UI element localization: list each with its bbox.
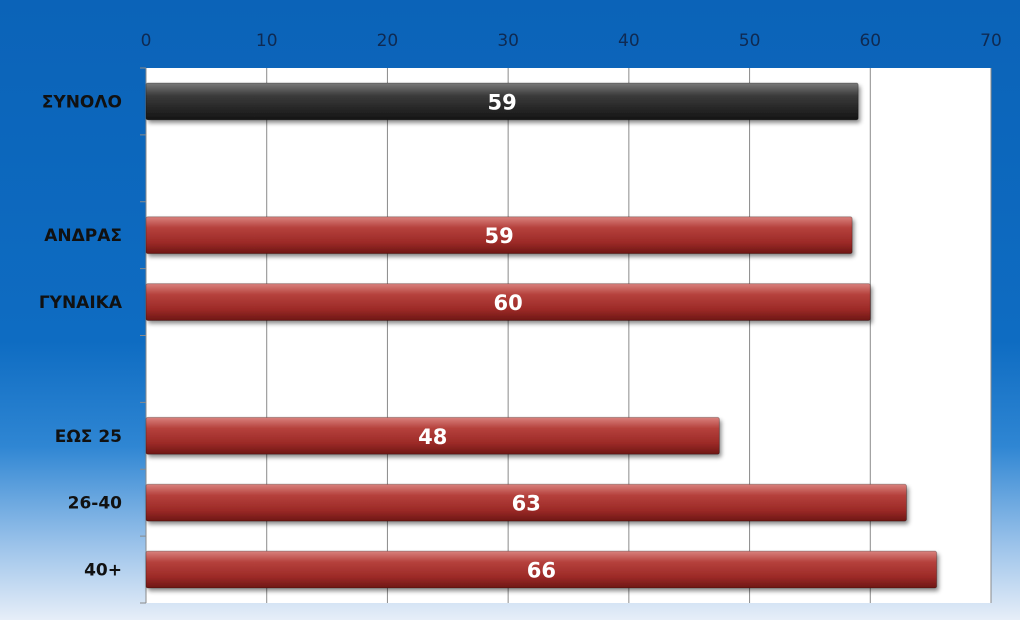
bar <box>145 216 853 255</box>
bar <box>145 82 859 121</box>
bar <box>145 483 907 522</box>
category-label: 40+ <box>84 561 122 581</box>
data-label: 66 <box>527 559 556 583</box>
data-label: 63 <box>512 492 541 516</box>
category-label: ΣΥΝΟΛΟ <box>42 92 122 112</box>
x-tick-label: 20 <box>377 31 399 51</box>
x-tick-label: 50 <box>739 31 761 51</box>
bar <box>145 550 938 589</box>
x-tick-label: 60 <box>859 31 881 51</box>
plot-area <box>146 68 991 603</box>
data-label: 59 <box>484 224 513 248</box>
category-label: ΑΝΔΡΑΣ <box>44 226 122 246</box>
data-label: 48 <box>418 425 447 449</box>
data-label: 59 <box>487 90 516 114</box>
x-tick-label: 30 <box>497 31 519 51</box>
x-tick-label: 10 <box>256 31 278 51</box>
category-label: ΓΥΝΑΙΚΑ <box>39 293 123 313</box>
bar <box>145 416 720 455</box>
bar <box>145 283 871 321</box>
x-tick-label: 40 <box>618 31 640 51</box>
x-tick-label: 70 <box>980 31 1002 51</box>
category-label: ΕΩΣ 25 <box>55 427 122 447</box>
x-tick-label: 0 <box>141 31 152 51</box>
data-label: 60 <box>494 291 523 315</box>
category-label: 26-40 <box>68 494 123 514</box>
